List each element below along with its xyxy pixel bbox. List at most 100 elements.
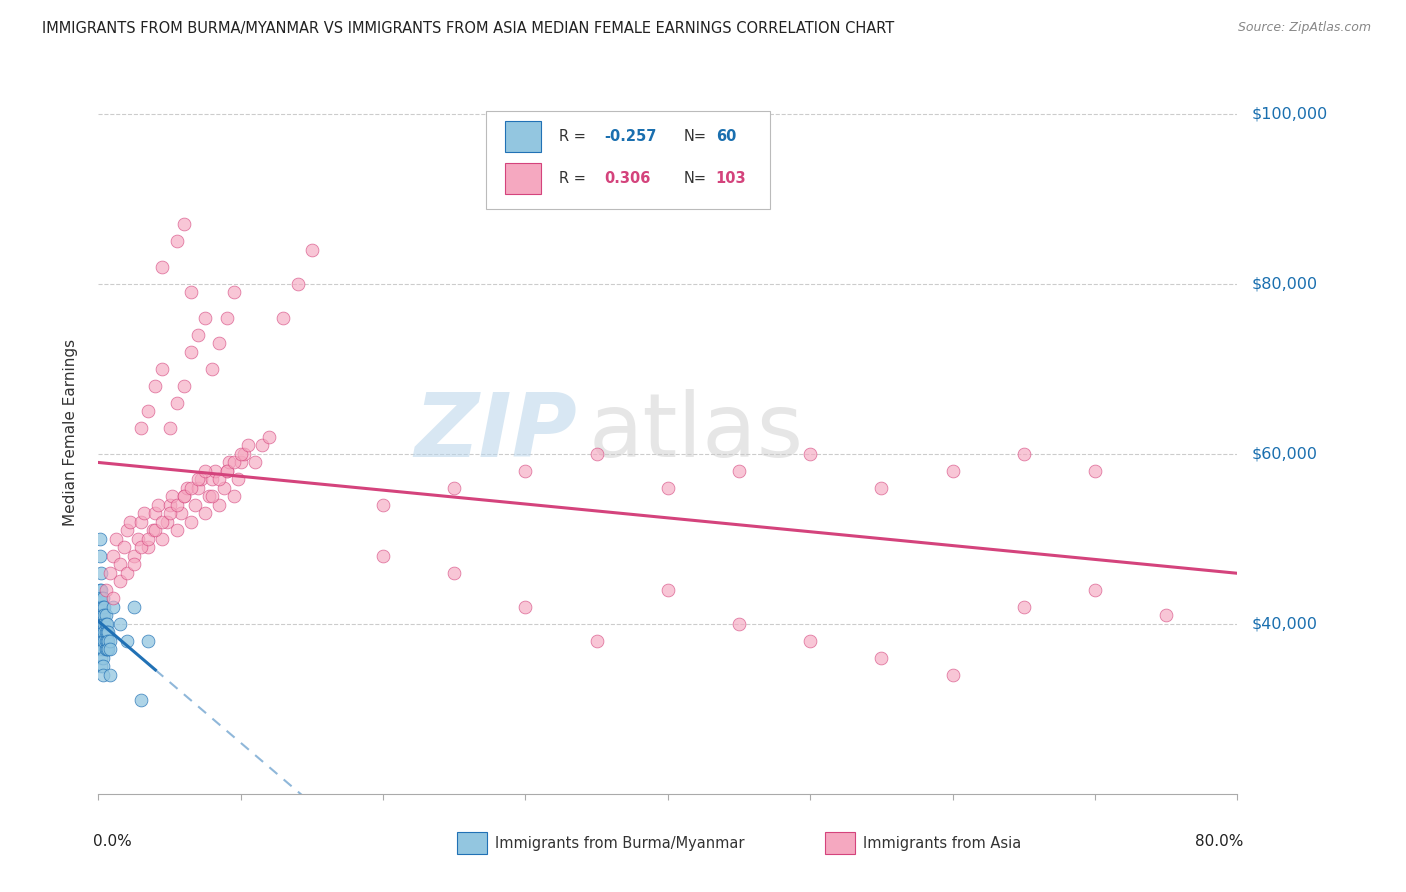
Point (115, 633, 138, 648)
Point (89, 582, 111, 597)
Point (170, 507, 193, 521)
Point (159, 507, 181, 521)
FancyBboxPatch shape (505, 121, 541, 153)
Point (98, 668, 121, 682)
Text: 0.0%: 0.0% (93, 834, 132, 848)
Point (101, 591, 124, 606)
Point (90, 566, 112, 580)
Point (208, 472, 231, 486)
Text: Source: ZipAtlas.com: Source: ZipAtlas.com (1237, 21, 1371, 34)
Point (96, 642, 118, 657)
Point (136, 532, 159, 546)
Point (198, 489, 221, 503)
Point (108, 616, 131, 631)
Point (201, 489, 224, 503)
Text: R =: R = (558, 170, 595, 186)
Point (156, 515, 179, 529)
Point (870, 481, 893, 495)
Point (112, 541, 135, 555)
Point (90, 616, 112, 631)
Text: $80,000: $80,000 (1251, 277, 1317, 292)
Point (173, 218, 195, 232)
Point (89, 613, 111, 627)
Point (91, 616, 114, 631)
Text: $60,000: $60,000 (1251, 446, 1317, 461)
Point (91, 659, 114, 673)
Point (201, 472, 224, 486)
Point (215, 464, 238, 478)
Point (89, 591, 111, 606)
Point (173, 489, 195, 503)
Point (870, 651, 893, 665)
Point (728, 464, 751, 478)
FancyBboxPatch shape (505, 163, 541, 194)
Y-axis label: Median Female Earnings: Median Female Earnings (63, 339, 77, 526)
Point (145, 379, 167, 393)
Point (89, 633, 111, 648)
Point (942, 668, 965, 682)
Point (94, 642, 117, 657)
Point (166, 396, 188, 410)
Point (152, 362, 174, 376)
Point (94, 608, 117, 623)
Text: Immigrants from Asia: Immigrants from Asia (863, 836, 1021, 851)
Point (97, 642, 120, 657)
Point (101, 549, 124, 563)
Point (129, 421, 152, 435)
Point (229, 447, 252, 461)
Point (215, 310, 238, 325)
Point (91, 599, 114, 614)
Point (115, 524, 138, 538)
Point (145, 507, 167, 521)
Point (94, 582, 117, 597)
Point (190, 472, 212, 486)
Point (204, 464, 226, 478)
Point (222, 285, 245, 300)
Point (585, 447, 607, 461)
Point (91, 608, 114, 623)
Point (187, 327, 209, 342)
Text: 103: 103 (716, 170, 747, 186)
Point (243, 455, 266, 469)
Point (91, 591, 114, 606)
FancyBboxPatch shape (825, 832, 855, 854)
Point (108, 574, 131, 589)
Point (657, 481, 679, 495)
Point (129, 515, 152, 529)
Point (657, 582, 679, 597)
Point (90, 633, 112, 648)
Point (1084, 582, 1107, 597)
Point (90, 659, 112, 673)
Point (201, 362, 224, 376)
Point (91, 668, 114, 682)
Point (136, 404, 159, 418)
Text: -0.257: -0.257 (605, 128, 657, 144)
Point (136, 633, 159, 648)
Point (187, 472, 209, 486)
Point (443, 566, 465, 580)
Text: R =: R = (558, 128, 591, 144)
FancyBboxPatch shape (457, 832, 486, 854)
Point (250, 438, 273, 452)
Point (89, 549, 111, 563)
Point (159, 498, 181, 512)
Point (287, 277, 309, 291)
Point (145, 524, 167, 538)
Point (91, 642, 114, 657)
Point (98, 642, 121, 657)
Point (129, 693, 152, 707)
Text: N=: N= (683, 170, 707, 186)
Text: $100,000: $100,000 (1251, 106, 1327, 121)
Point (96, 633, 118, 648)
Point (97, 633, 120, 648)
Point (159, 421, 181, 435)
Point (93, 616, 115, 631)
Point (194, 507, 217, 521)
Point (108, 558, 131, 572)
Point (229, 455, 252, 469)
Point (218, 455, 240, 469)
Point (212, 481, 235, 495)
Point (89, 616, 111, 631)
Point (162, 489, 184, 503)
Point (122, 558, 145, 572)
